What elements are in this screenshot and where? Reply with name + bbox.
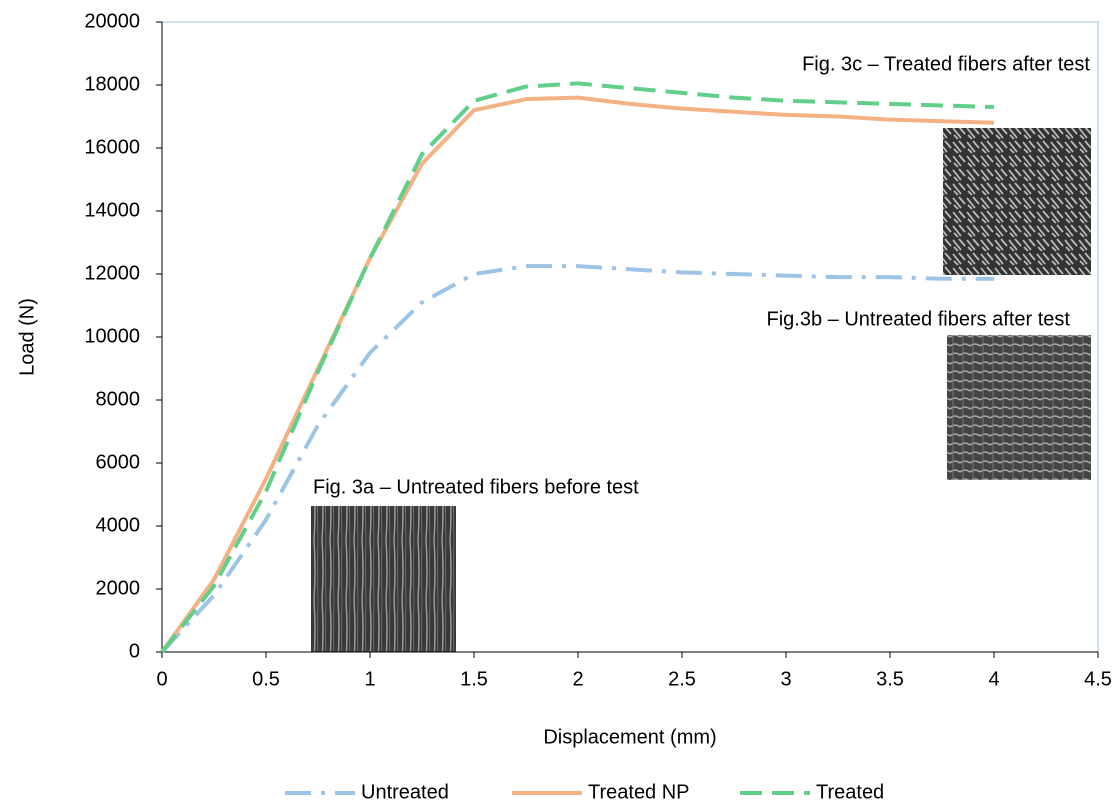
y-tick-label: 6000 <box>96 451 141 473</box>
series-line <box>160 264 994 654</box>
series-line <box>160 95 995 654</box>
sem-image-3c <box>943 128 1091 275</box>
y-tick-label: 18000 <box>84 73 140 95</box>
x-tick-label: 4 <box>988 668 999 690</box>
y-axis-label: Load (N) <box>16 298 38 376</box>
y-tick-label: 14000 <box>84 199 140 221</box>
series-line <box>160 81 995 654</box>
y-tick-label: 0 <box>129 640 140 662</box>
y-tick-label: 20000 <box>84 10 140 32</box>
y-tick-label: 10000 <box>84 325 140 347</box>
x-tick-label: 4.5 <box>1084 668 1112 690</box>
y-tick-label: 12000 <box>84 262 140 284</box>
y-tick-label: 4000 <box>96 514 141 536</box>
x-tick-label: 1.5 <box>460 668 488 690</box>
annotation: Fig.3b – Untreated fibers after test <box>767 308 1071 330</box>
annotation: Fig. 3c – Treated fibers after test <box>802 53 1090 75</box>
annotation: Fig. 3a – Untreated fibers before test <box>313 476 639 498</box>
sem-image-3a <box>311 506 456 652</box>
x-tick-label: 1 <box>364 668 375 690</box>
x-tick-label: 0.5 <box>252 668 280 690</box>
legend-label: Treated NP <box>588 781 690 803</box>
x-tick-label: 2.5 <box>668 668 696 690</box>
y-tick-label: 8000 <box>96 388 141 410</box>
legend-label: Untreated <box>361 781 449 803</box>
x-tick-label: 3 <box>780 668 791 690</box>
x-tick-label: 2 <box>572 668 583 690</box>
y-tick-label: 2000 <box>96 577 141 599</box>
x-axis-label: Displacement (mm) <box>543 726 716 748</box>
legend-label: Treated <box>816 781 884 803</box>
y-tick-label: 16000 <box>84 136 140 158</box>
x-tick-label: 0 <box>156 668 167 690</box>
sem-image-3b <box>947 335 1091 480</box>
x-tick-label: 3.5 <box>876 668 904 690</box>
